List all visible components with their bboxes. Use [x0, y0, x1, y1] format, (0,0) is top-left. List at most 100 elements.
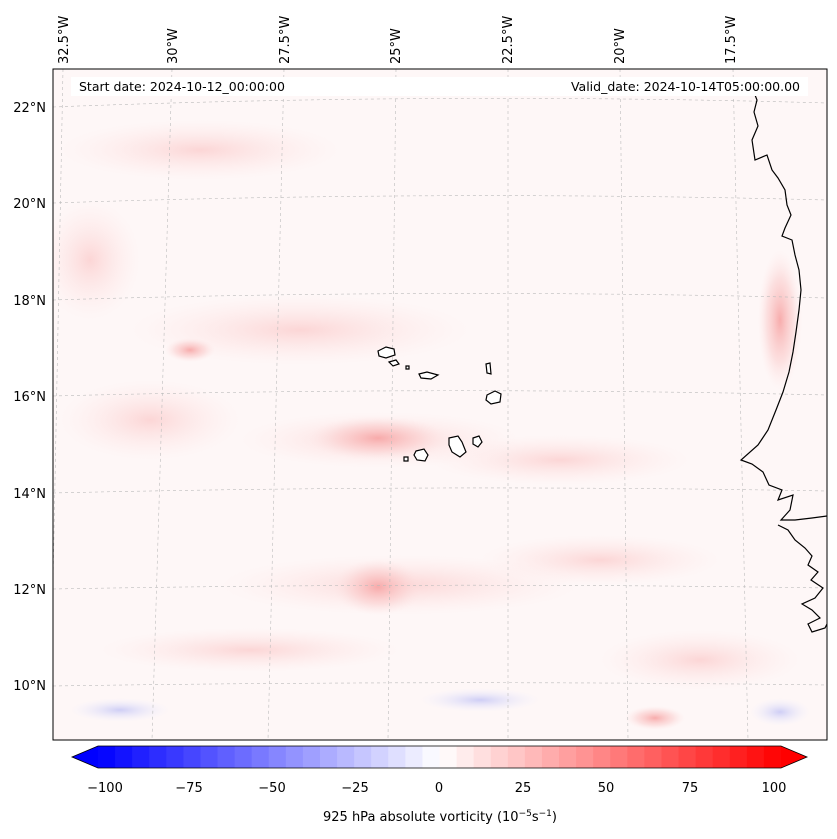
date-banner [71, 77, 808, 96]
colorbar-segment [695, 746, 714, 768]
vorticity-max [758, 250, 802, 390]
colorbar-segment [729, 746, 748, 768]
colorbar-segment [541, 746, 560, 768]
parallel [53, 682, 827, 687]
colorbar-segment [149, 746, 167, 768]
lon-label: 32.5°W [57, 16, 72, 64]
colorbar-label-close: ) [552, 810, 557, 825]
colorbar-segment [319, 746, 338, 768]
colorbar-label-unit: s [532, 810, 539, 825]
vorticity-max [625, 706, 685, 730]
colorbar-segment [405, 746, 424, 768]
colorbar-segment [132, 746, 150, 768]
colorbar-tick-label: 0 [435, 781, 443, 796]
lon-label: 22.5°W [501, 16, 516, 64]
parallel [53, 487, 827, 494]
colorbar-segment [644, 746, 663, 768]
colorbar-segment [234, 746, 253, 768]
island-sao-nicolau [418, 371, 440, 380]
colorbar-outline [70, 745, 809, 769]
colorbar-segment [661, 746, 680, 768]
parallel [53, 98, 827, 108]
vorticity-max [333, 559, 423, 615]
colorbar-segment [354, 746, 372, 768]
lon-label: 27.5°W [278, 16, 293, 64]
vorticity-min [420, 688, 540, 712]
colorbar-segment [217, 746, 236, 768]
colorbar-tick-label: −100 [87, 781, 123, 796]
vorticity-band [430, 435, 690, 485]
vorticity-max [165, 338, 215, 362]
colorbar-tick-label: −50 [258, 781, 285, 796]
island-santo-antao [377, 346, 396, 359]
lat-label: 20°N [13, 197, 46, 212]
start-date-text: Start date: 2024-10-12_00:00:00 [79, 79, 285, 94]
colorbar-tick-label: 100 [762, 781, 787, 796]
lat-label: 22°N [13, 101, 46, 116]
colorbar-segment [507, 746, 526, 768]
island-sao-vicente [387, 359, 400, 367]
colorbar-segment [251, 746, 270, 768]
colorbar-segment [285, 746, 304, 768]
colorbar-segment [610, 746, 628, 768]
island-maio [472, 435, 483, 448]
colorbar-segment [166, 746, 184, 768]
vorticity-band [53, 200, 140, 320]
lon-label: 25°W [389, 28, 404, 64]
colorbar-min-extension [72, 746, 98, 768]
colorbar-tick-label: 25 [515, 781, 532, 796]
lon-label: 30°W [166, 28, 181, 64]
colorbar-segment [524, 746, 543, 768]
colorbar-segment [388, 746, 406, 768]
lon-label: 20°W [613, 28, 628, 64]
colorbar-segment [678, 746, 697, 768]
parallel [53, 293, 827, 301]
colorbar-segment [473, 746, 492, 768]
meridian [151, 69, 173, 740]
meridian [732, 69, 749, 740]
colorbar-tick-label: 75 [682, 781, 699, 796]
colorbar-label: 925 hPa absolute vorticity (10−5s−1) [323, 809, 557, 825]
latitude-labels: 22°N 20°N 18°N 16°N 14°N 12°N 10°N [13, 101, 46, 694]
colorbar-segment [98, 746, 116, 768]
colorbar-segment [456, 746, 475, 768]
colorbar-label-exponent: −5 [519, 809, 532, 819]
colorbar-label-exponent: −1 [539, 809, 552, 819]
map-frame [52, 68, 828, 741]
lat-label: 18°N [13, 294, 46, 309]
island-brava [403, 456, 409, 462]
vorticity-max [308, 416, 448, 460]
island-fogo [413, 448, 429, 462]
colorbar-label-text: 925 hPa absolute vorticity (10 [323, 810, 519, 825]
colorbar-segment [337, 746, 355, 768]
colorbar-ticks: −100 −75 −50 −25 0 25 50 75 100 [87, 781, 786, 796]
colorbar: −100 −75 −50 −25 0 25 50 75 100 925 hPa … [70, 745, 809, 825]
africa-coastline [739, 89, 827, 521]
island-sal [485, 362, 492, 375]
lat-label: 10°N [13, 679, 46, 694]
valid-date-text: Valid_date: 2024-10-14T05:00:00.00 [571, 79, 800, 94]
colorbar-segment [576, 746, 594, 768]
colorbar-segment [200, 746, 219, 768]
colorbar-max-extension [781, 746, 807, 768]
colorbar-segment [302, 746, 321, 768]
meridian [267, 69, 285, 740]
colorbar-tick-label: −75 [175, 781, 202, 796]
colorbar-segments [98, 746, 782, 768]
colorbar-tick-label: −25 [341, 781, 368, 796]
colorbar-segment [627, 746, 645, 768]
lat-label: 16°N [13, 390, 46, 405]
lon-label: 17.5°W [724, 16, 739, 64]
colorbar-segment [439, 746, 458, 768]
gridlines [53, 69, 827, 740]
longitude-labels: 32.5°W 30°W 27.5°W 25°W 22.5°W 20°W 17.5… [57, 16, 739, 64]
parallel [53, 195, 827, 204]
colorbar-segment [712, 746, 731, 768]
vorticity-min [750, 698, 810, 726]
vorticity-band [60, 120, 340, 180]
island-santiago [448, 435, 467, 458]
lat-label: 12°N [13, 583, 46, 598]
vorticity-band [600, 630, 800, 690]
colorbar-tick-label: 50 [598, 781, 615, 796]
